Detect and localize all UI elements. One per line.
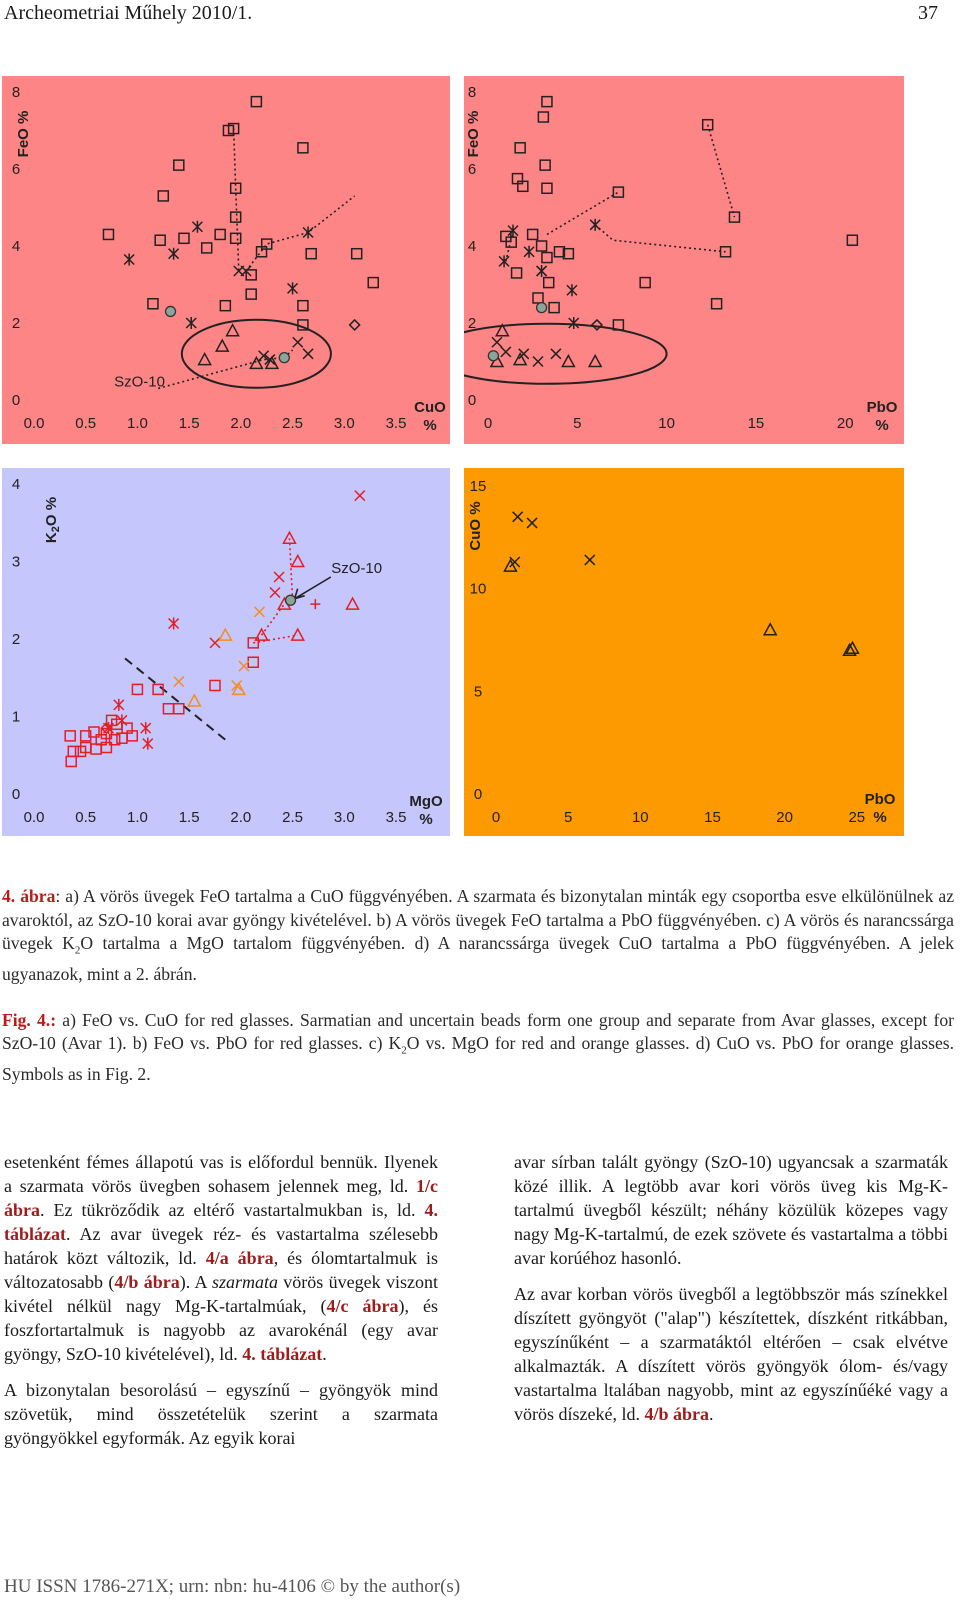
chart-d-x-tick: 0 <box>492 809 500 826</box>
chart-d-x-tick: 25 <box>848 809 865 826</box>
chart-b-y-tick: 6 <box>468 161 476 178</box>
issn-footer: HU ISSN 1786-271X; urn: nbn: hu-4106 © b… <box>4 1576 460 1598</box>
chart-c-y-tick: 3 <box>12 554 20 571</box>
text-run: . <box>709 1404 714 1424</box>
chart-a-x-tick: 1.5 <box>179 415 200 432</box>
body-column-left: esetenként fémes állapotú vas is előford… <box>4 1150 438 1462</box>
right-paragraph-1: avar sírban talált gyöngy (SzO-10) ugyan… <box>514 1150 948 1270</box>
chart-b-point-circle <box>488 351 498 361</box>
chart-c-x-tick: 3.5 <box>386 809 407 826</box>
chart-a-y-tick: 0 <box>12 392 20 409</box>
caption-hu-text2: O tartalma a MgO tartalom függvényében. … <box>2 933 954 984</box>
chart-a-point-circle <box>166 306 176 316</box>
chart-c-x-tick: 1.5 <box>179 809 200 826</box>
chart-c-x-tick: 3.0 <box>334 809 355 826</box>
chart-c-k2o-vs-mgo: K2O % MgO % 0.0 0.5 1.0 1.5 2.0 2.5 3.0 3.5 0 1 2 3… <box>2 468 450 836</box>
figure-ref-link[interactable]: 4/c ábra <box>326 1296 398 1316</box>
chart-c-point-circle <box>286 595 296 605</box>
chart-c-y-tick: 1 <box>12 709 20 726</box>
chart-b-feo-vs-pbo: FeO % PbO % 0 5 10 15 2002468 <box>464 76 904 444</box>
page-number: 37 <box>918 2 938 25</box>
chart-b-ylabel: FeO % <box>465 111 482 158</box>
figure-ref-link[interactable]: 4/a ábra <box>206 1248 274 1268</box>
chart-b-y-tick: 4 <box>468 238 476 255</box>
chart-a-x-tick: 3.0 <box>334 415 355 432</box>
chart-a-x-tick: 3.5 <box>386 415 407 432</box>
chart-d-x-tick: 5 <box>564 809 572 826</box>
table-ref-link[interactable]: 4. táblázat <box>242 1344 322 1364</box>
text-run: ). A <box>180 1272 212 1292</box>
caption-en-label: Fig. 4.: <box>2 1010 56 1030</box>
caption-hungarian: 4. ábra: a) A vörös üvegek FeO tartalma … <box>2 885 954 987</box>
chart-b-x-tick: 15 <box>748 415 765 432</box>
chart-a-point-circle <box>279 353 289 363</box>
chart-d-y-tick: 5 <box>474 683 482 700</box>
chart-a-x-tick: 0.0 <box>24 415 45 432</box>
chart-b-x-tick: 0 <box>484 415 492 432</box>
chart-a-xlabel: CuO <box>414 399 446 416</box>
chart-c-y-tick: 0 <box>12 786 20 803</box>
chart-c-x-tick: 1.0 <box>127 809 148 826</box>
caption-hu-label: 4. ábra <box>2 886 55 906</box>
chart-b-xlabel: PbO <box>867 399 898 416</box>
text-run: Az avar korban vörös üvegből a legtöbbsz… <box>514 1284 948 1424</box>
chart-a-background <box>2 76 450 444</box>
chart-d-ylabel: CuO % <box>467 501 484 550</box>
chart-c-y-tick: 2 <box>12 631 20 648</box>
chart-a-y-tick: 2 <box>12 315 20 332</box>
chart-d-background <box>464 468 904 836</box>
chart-b-background <box>464 76 904 444</box>
chart-a-y-tick: 4 <box>12 238 20 255</box>
text-run: . Ez tükröződik az eltérő vastartalmukba… <box>40 1200 425 1220</box>
chart-d-x-tick: 20 <box>776 809 793 826</box>
chart-a-x-tick: 2.0 <box>230 415 251 432</box>
chart-d-y-tick: 10 <box>470 581 487 598</box>
chart-c-x-tick: 2.0 <box>230 809 251 826</box>
chart-b-y-tick: 0 <box>468 392 476 409</box>
chart-a-x-tick: 2.5 <box>282 415 303 432</box>
chart-c-x-tick: 0.5 <box>75 809 96 826</box>
chart-d-x-tick: 10 <box>632 809 649 826</box>
chart-b-xlabel-unit: % <box>875 417 888 434</box>
chart-d-y-tick: 0 <box>474 786 482 803</box>
chart-b-x-tick: 5 <box>573 415 581 432</box>
figure-caption: 4. ábra: a) A vörös üvegek FeO tartalma … <box>2 885 954 1087</box>
text-run: esetenként fémes állapotú vas is előford… <box>4 1152 438 1196</box>
chart-c-x-tick: 0.0 <box>24 809 45 826</box>
chart-a-x-tick: 0.5 <box>75 415 96 432</box>
chart-b-point-circle <box>537 303 547 313</box>
chart-d-xlabel-unit: % <box>873 809 886 826</box>
text-run: . <box>322 1344 327 1364</box>
chart-a-szo10-label: SzO-10 <box>114 374 165 391</box>
chart-b-y-tick: 8 <box>468 84 476 101</box>
chart-d-y-tick: 15 <box>470 478 487 495</box>
chart-b-x-tick: 20 <box>837 415 854 432</box>
chart-a-y-tick: 8 <box>12 84 20 101</box>
chart-c-xlabel-unit: % <box>419 811 432 828</box>
chart-a-xlabel-unit: % <box>423 417 436 434</box>
chart-a-feo-vs-cuo: FeO % CuO % 0.0 0.5 1.0 1.5 2.0 2.5 3.0 3.5 0 2 4 6… <box>2 76 450 444</box>
left-paragraph-2: A bizonytalan besorolású – egyszínű – gy… <box>4 1378 438 1450</box>
chart-a-y-tick: 6 <box>12 161 20 178</box>
chart-c-y-tick: 4 <box>12 476 20 493</box>
chart-c-x-tick: 2.5 <box>282 809 303 826</box>
journal-header: Archeometriai Műhely 2010/1. <box>4 2 252 25</box>
chart-c-xlabel: MgO <box>409 793 443 810</box>
right-paragraph-2: Az avar korban vörös üvegből a legtöbbsz… <box>514 1282 948 1426</box>
figure-ref-link[interactable]: 4/b ábra <box>114 1272 179 1292</box>
figure-ref-link[interactable]: 4/b ábra <box>644 1404 709 1424</box>
chart-c-background <box>2 468 450 836</box>
body-column-right: avar sírban talált gyöngy (SzO-10) ugyan… <box>514 1150 948 1438</box>
chart-d-xlabel: PbO <box>865 791 896 808</box>
chart-a-ylabel: FeO % <box>15 111 32 158</box>
caption-english: Fig. 4.: a) FeO vs. CuO for red glasses.… <box>2 1009 954 1087</box>
left-paragraph-1: esetenként fémes állapotú vas is előford… <box>4 1150 438 1366</box>
italic-term: szarmata <box>212 1272 278 1292</box>
chart-c-ylabel: K2O % <box>43 497 62 543</box>
chart-d-cuo-vs-pbo: CuO % PbO % 0 5 10 15 20 25 0 5 10 15 <box>464 468 904 836</box>
chart-b-x-tick: 10 <box>658 415 675 432</box>
chart-d-x-tick: 15 <box>704 809 721 826</box>
chart-c-szo10-label: SzO-10 <box>331 560 382 577</box>
chart-a-x-tick: 1.0 <box>127 415 148 432</box>
